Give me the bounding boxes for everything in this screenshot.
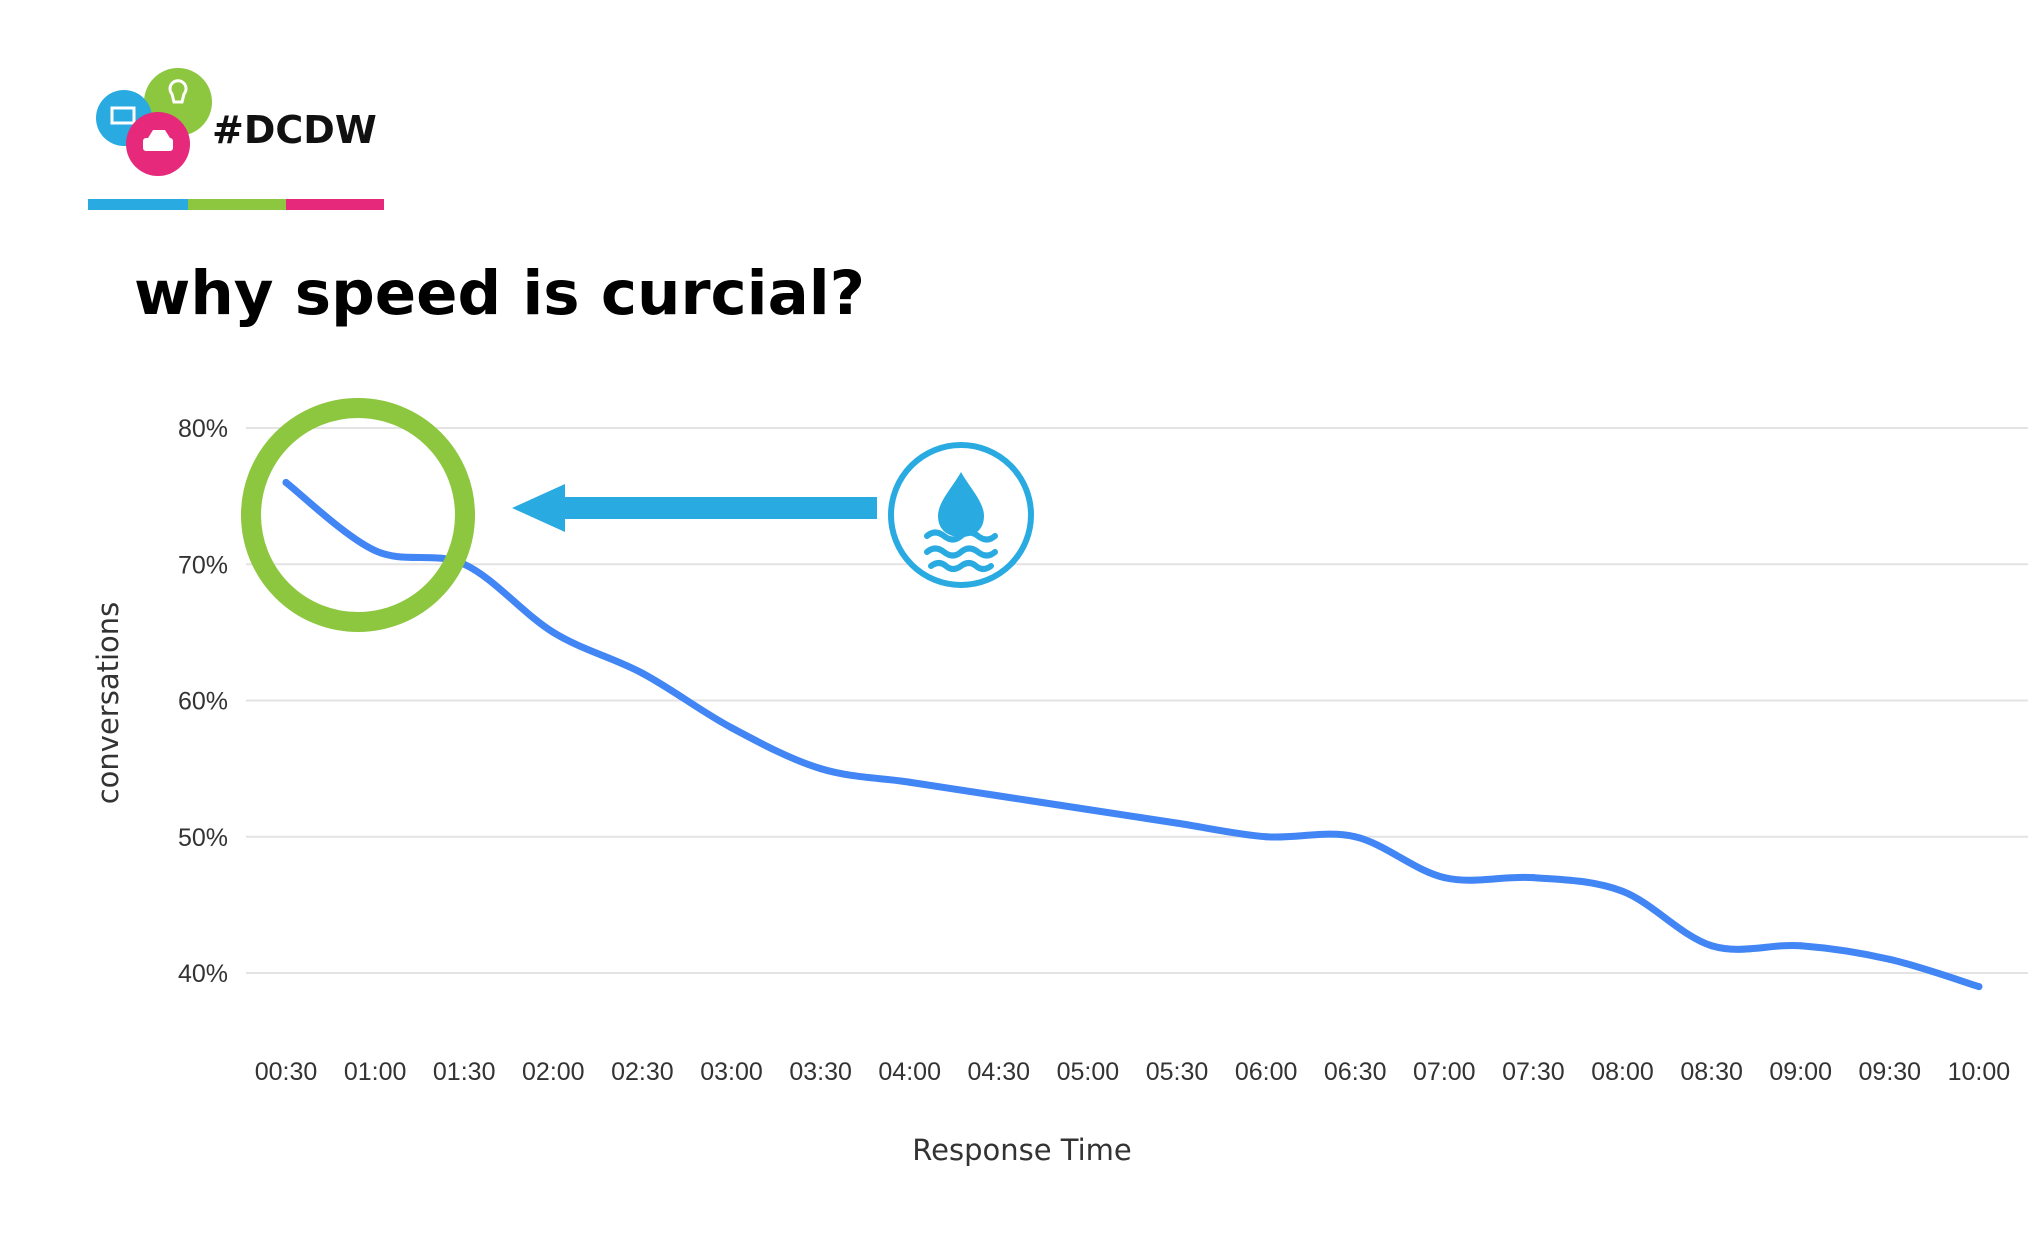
x-tick-label: 10:00 bbox=[1948, 1058, 2011, 1086]
x-tick-label: 03:00 bbox=[700, 1058, 763, 1086]
series-line-conversations bbox=[282, 479, 1983, 991]
data-point bbox=[638, 669, 646, 677]
y-axis-label: conversations bbox=[91, 602, 125, 805]
data-point bbox=[1440, 874, 1448, 882]
x-tick-label: 01:00 bbox=[344, 1058, 407, 1086]
x-tick-label: 08:00 bbox=[1591, 1058, 1654, 1086]
x-tick-label: 01:30 bbox=[433, 1058, 496, 1086]
data-points bbox=[282, 479, 1983, 991]
data-point bbox=[549, 628, 557, 636]
y-tick-label: 50% bbox=[178, 824, 228, 852]
arrow-shaft bbox=[550, 497, 877, 519]
x-tick-label: 05:00 bbox=[1057, 1058, 1120, 1086]
data-point bbox=[1351, 833, 1359, 841]
x-tick-label: 08:30 bbox=[1680, 1058, 1743, 1086]
data-point bbox=[1619, 887, 1626, 895]
data-point bbox=[1262, 833, 1270, 841]
data-point bbox=[282, 479, 290, 486]
data-point bbox=[817, 765, 825, 773]
x-tick-label: 03:30 bbox=[789, 1058, 852, 1086]
x-tick-label: 06:30 bbox=[1324, 1058, 1387, 1086]
x-tick-label: 04:30 bbox=[968, 1058, 1031, 1086]
data-point bbox=[371, 547, 379, 555]
brand-bar-pink bbox=[286, 199, 384, 210]
x-tick-label: 02:00 bbox=[522, 1058, 585, 1086]
x-tick-label: 07:00 bbox=[1413, 1058, 1476, 1086]
x-tick-labels: 00:30 01:00 01:30 02:00 02:30 03:00 03:30 04:00… bbox=[255, 1058, 2010, 1086]
page-title: why speed is curcial? bbox=[134, 258, 866, 329]
data-point bbox=[1084, 806, 1092, 813]
x-axis-label: Response Time bbox=[912, 1133, 1131, 1167]
x-tick-label: 07:30 bbox=[1502, 1058, 1565, 1086]
x-tick-label: 02:30 bbox=[611, 1058, 674, 1086]
x-tick-label: 06:00 bbox=[1235, 1058, 1298, 1086]
x-tick-label: 09:30 bbox=[1859, 1058, 1922, 1086]
y-tick-labels: 80% 70% 60% 50% 40% bbox=[178, 415, 228, 988]
highlight-circle bbox=[241, 398, 475, 632]
y-tick-label: 70% bbox=[178, 551, 228, 579]
data-point bbox=[1975, 983, 1983, 991]
x-tick-label: 09:00 bbox=[1769, 1058, 1832, 1086]
brand-hashtag: #DCDW bbox=[212, 108, 377, 152]
data-point bbox=[1529, 874, 1537, 882]
data-point bbox=[906, 778, 914, 786]
y-tick-label: 40% bbox=[178, 960, 228, 988]
data-point bbox=[1797, 942, 1805, 950]
x-tick-label: 05:30 bbox=[1146, 1058, 1209, 1086]
brand-bar-green bbox=[188, 199, 286, 210]
brand-bar-blue bbox=[88, 199, 188, 210]
grid-lines bbox=[246, 427, 2028, 974]
x-tick-label: 04:00 bbox=[878, 1058, 941, 1086]
data-point bbox=[1173, 819, 1181, 827]
y-tick-label: 60% bbox=[178, 688, 228, 716]
x-tick-label: 00:30 bbox=[255, 1058, 318, 1086]
arrow-head bbox=[512, 484, 565, 532]
data-point bbox=[1708, 942, 1716, 950]
water-drop-icon bbox=[888, 442, 1034, 588]
data-point bbox=[995, 792, 1003, 800]
data-point bbox=[1886, 955, 1894, 963]
y-tick-label: 80% bbox=[178, 415, 228, 443]
dcdw-logo bbox=[88, 68, 384, 210]
data-point bbox=[728, 724, 735, 732]
